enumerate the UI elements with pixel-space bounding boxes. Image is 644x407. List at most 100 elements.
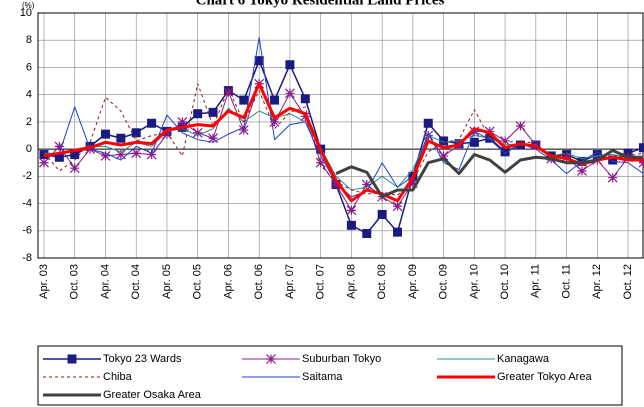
- y-tick-label: -2: [22, 170, 32, 182]
- point-marker: [100, 150, 111, 161]
- point-marker: [592, 150, 602, 160]
- x-tick-label: Apr. 10: [468, 264, 480, 299]
- chart-title: Chart 6 Tokyo Residential Land Prices: [196, 0, 445, 8]
- x-tick-label: Oct. 07: [315, 264, 327, 299]
- y-tick-label: 6: [26, 61, 32, 73]
- point-marker: [362, 229, 372, 238]
- point-marker: [285, 60, 295, 70]
- point-marker: [500, 136, 511, 146]
- x-tick-label: Apr. 05: [161, 264, 173, 299]
- point-marker: [515, 121, 526, 131]
- point-marker: [54, 141, 65, 152]
- point-marker: [607, 172, 618, 183]
- x-tick-label: Oct. 05: [192, 264, 204, 299]
- x-tick-label: Oct. 04: [130, 264, 142, 299]
- point-marker: [70, 150, 80, 160]
- series-line: [43, 82, 644, 203]
- point-marker: [300, 94, 310, 104]
- point-marker: [254, 56, 264, 66]
- legend-marker: [266, 354, 276, 364]
- point-marker: [392, 201, 403, 212]
- point-marker: [269, 116, 280, 127]
- point-marker: [577, 165, 587, 176]
- legend-label: Greater Tokyo Area: [497, 371, 592, 383]
- point-marker: [100, 129, 110, 139]
- y-tick-label: 0: [26, 143, 32, 155]
- point-marker: [223, 87, 234, 97]
- x-tick-label: Apr. 04: [99, 264, 111, 299]
- plot-frame: [37, 12, 644, 259]
- legend-label: Kanagawa: [497, 353, 550, 365]
- point-marker: [239, 95, 249, 105]
- x-tick-label: Apr. 08: [345, 264, 357, 299]
- x-tick-label: Oct. 10: [499, 264, 511, 299]
- y-tick-label: -6: [22, 225, 32, 237]
- point-marker: [346, 205, 357, 216]
- y-tick-label: 10: [20, 7, 32, 19]
- point-marker: [208, 107, 218, 117]
- point-marker: [438, 150, 449, 161]
- x-tick-label: Oct. 12: [622, 264, 634, 299]
- x-tick-label: Apr. 11: [530, 264, 542, 298]
- point-marker: [500, 147, 510, 157]
- point-marker: [116, 133, 126, 143]
- legend-box: [37, 345, 623, 406]
- x-tick-label: Apr. 09: [407, 264, 419, 299]
- x-tick-label: Oct. 06: [253, 264, 265, 299]
- point-marker: [131, 128, 141, 138]
- point-marker: [346, 220, 356, 230]
- y-unit: (%): [22, 1, 35, 10]
- series-line: [43, 83, 644, 196]
- point-marker: [638, 143, 644, 153]
- point-marker: [393, 227, 403, 237]
- y-tick-label: -8: [22, 252, 32, 264]
- x-tick-label: Apr. 12: [591, 264, 603, 299]
- point-marker: [147, 118, 157, 128]
- point-marker: [439, 136, 449, 146]
- point-marker: [284, 88, 295, 99]
- legend-label: Saitama: [302, 371, 343, 383]
- x-tick-label: Oct. 03: [69, 264, 81, 299]
- x-tick-label: Apr. 06: [222, 264, 234, 299]
- point-marker: [146, 149, 157, 160]
- point-marker: [423, 118, 433, 128]
- legend-label: Greater Osaka Area: [103, 389, 202, 401]
- point-marker: [54, 152, 64, 162]
- point-marker: [361, 179, 372, 190]
- y-tick-label: -4: [22, 197, 32, 209]
- point-marker: [192, 127, 203, 138]
- point-marker: [407, 178, 418, 189]
- y-tick-label: 8: [26, 34, 32, 46]
- point-marker: [162, 129, 172, 140]
- point-marker: [69, 163, 80, 174]
- point-marker: [331, 179, 341, 190]
- series-line: [43, 59, 644, 235]
- y-tick-label: 2: [26, 116, 32, 128]
- legend-label: Chiba: [103, 371, 133, 383]
- point-marker: [638, 157, 644, 168]
- x-tick-label: Oct. 09: [438, 264, 450, 299]
- point-marker: [39, 157, 49, 168]
- point-marker: [177, 116, 188, 127]
- point-marker: [208, 133, 218, 144]
- x-tick-label: Apr. 07: [284, 264, 296, 299]
- point-marker: [608, 155, 618, 165]
- point-marker: [377, 209, 387, 219]
- point-marker: [469, 137, 479, 147]
- y-tick-label: 4: [26, 89, 32, 101]
- point-marker: [238, 125, 249, 135]
- legend-label: Tokyo 23 Wards: [103, 353, 182, 365]
- point-marker: [131, 148, 142, 159]
- series-line: [335, 148, 644, 199]
- x-tick-label: Oct. 08: [376, 264, 388, 299]
- series-line: [43, 37, 644, 198]
- point-marker: [315, 157, 326, 168]
- point-marker: [193, 109, 203, 119]
- point-marker: [270, 95, 280, 105]
- legend-label: Suburban Tokyo: [302, 353, 381, 365]
- point-marker: [115, 149, 126, 160]
- legend-marker: [67, 354, 77, 364]
- x-tick-label: Apr. 03: [38, 264, 50, 299]
- x-tick-label: Oct. 11: [560, 264, 572, 299]
